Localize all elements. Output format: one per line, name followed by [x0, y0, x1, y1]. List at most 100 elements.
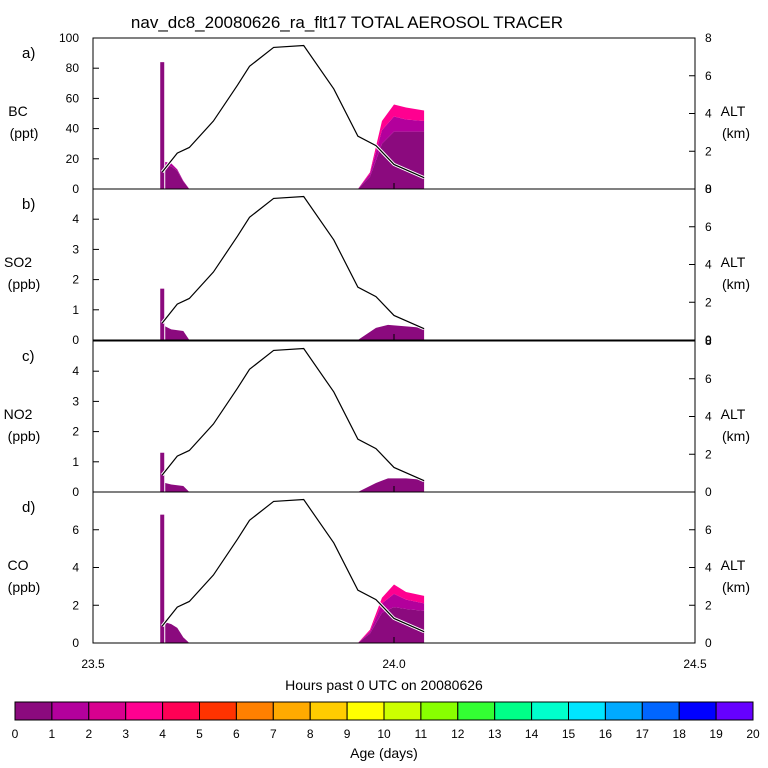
colorbar-tick-label: 4 — [159, 727, 166, 741]
chart-title: nav_dc8_20080626_ra_flt17 TOTAL AEROSOL … — [131, 13, 563, 32]
colorbar-tick-label: 17 — [636, 727, 650, 741]
altitude-line — [161, 347, 425, 482]
y-tick-label: 4 — [72, 364, 79, 378]
colorbar-tick-label: 2 — [85, 727, 92, 741]
colorbar-label: Age (days) — [350, 745, 418, 761]
y-axis-label: NO2 — [4, 406, 33, 422]
x-axis-ticks: 23.5 24.0 24.5 — [81, 657, 707, 671]
y2-tick-label: 4 — [705, 410, 712, 424]
y2-tick-label: 0 — [705, 333, 712, 347]
y2-tick-label: 2 — [705, 447, 712, 461]
y-tick-label: 1 — [72, 303, 79, 317]
y-axis-unit: (ppb) — [8, 276, 41, 292]
y2-tick-label: 4 — [705, 561, 712, 575]
altitude-line-halo — [160, 346, 425, 483]
y-axis-unit: (ppb) — [8, 428, 41, 444]
y2-tick-label: 6 — [705, 69, 712, 83]
colorbar-swatch — [125, 701, 164, 721]
colorbar-swatch — [715, 701, 754, 721]
colorbar-tick-label: 6 — [233, 727, 240, 741]
y-tick-label: 2 — [72, 425, 79, 439]
colorbar-swatch — [14, 701, 53, 721]
x-tick-label: 24.0 — [382, 657, 406, 671]
altitude-line-halo — [160, 194, 425, 331]
colorbar-swatch — [309, 701, 348, 721]
altitude-line — [161, 44, 425, 179]
spike-bar — [160, 452, 165, 492]
y-tick-label: 0 — [72, 636, 79, 650]
alt-axis-unit: (km) — [722, 276, 750, 292]
panel-3: 0 1 2 3 4 0 2 4 6 8 c) NO2 (ppb) ALT (km) — [4, 334, 750, 499]
area-series-1-2 — [357, 593, 425, 643]
y-axis-unit: (ppt) — [10, 125, 39, 141]
y-axis-label: BC — [8, 103, 27, 119]
x-tick-label: 23.5 — [81, 657, 105, 671]
y-tick-label: 20 — [66, 152, 80, 166]
colorbar-swatch — [51, 701, 90, 721]
colorbar-tick-label: 10 — [377, 727, 391, 741]
colorbar-swatch — [531, 701, 569, 721]
alt-axis-unit: (km) — [722, 579, 750, 595]
colorbar-tick-label: 19 — [709, 727, 723, 741]
spike-bar — [160, 514, 165, 643]
panel-letter: d) — [22, 499, 35, 516]
y-tick-label: 100 — [59, 31, 79, 45]
colorbar-tick-label: 18 — [673, 727, 687, 741]
colorbar-tick-label: 7 — [270, 727, 277, 741]
y2-tick-label: 4 — [705, 107, 712, 121]
alt-axis-unit: (km) — [722, 428, 750, 444]
colorbar-swatch — [568, 701, 606, 721]
y-tick-label: 0 — [72, 182, 79, 196]
y-tick-label: 4 — [72, 212, 79, 226]
y-axis-unit: (ppb) — [8, 579, 41, 595]
area-series-2-3 — [357, 104, 425, 189]
colorbar-tick-label: 20 — [746, 727, 760, 741]
area-series-0-1 — [165, 478, 425, 492]
colorbar-tick-label: 13 — [488, 727, 502, 741]
y-tick-label: 6 — [72, 523, 79, 537]
panel-letter: b) — [22, 196, 35, 213]
area-series-0-1 — [165, 324, 425, 340]
y2-tick-label: 2 — [705, 598, 712, 612]
area-series-0-1 — [165, 607, 425, 643]
alt-axis-label: ALT — [721, 103, 746, 119]
colorbar-swatch — [604, 701, 643, 721]
altitude-line — [161, 498, 425, 633]
colorbar: 0 1 2 3 4 5 6 7 8 9 10 11 12 13 14 15 16 17 18 19 20 — [12, 701, 760, 741]
colorbar-swatch — [162, 701, 201, 721]
panel-frame — [92, 188, 696, 341]
y2-tick-label: 8 — [705, 334, 712, 348]
colorbar-swatch — [457, 701, 496, 721]
colorbar-swatch — [346, 701, 385, 721]
altitude-line — [161, 195, 425, 330]
colorbar-tick-label: 8 — [307, 727, 314, 741]
y-tick-label: 60 — [66, 91, 80, 105]
colorbar-tick-label: 16 — [599, 727, 613, 741]
y-axis-label: SO2 — [4, 254, 32, 270]
y-tick-label: 3 — [72, 242, 79, 256]
colorbar-swatch — [383, 701, 422, 721]
spike-bar — [160, 288, 165, 340]
x-tick-label: 24.5 — [683, 657, 707, 671]
colorbar-swatch — [420, 701, 459, 721]
colorbar-tick-label: 9 — [344, 727, 351, 741]
colorbar-swatch — [678, 701, 717, 721]
y-axis-label: CO — [8, 557, 29, 573]
panel-1: 0 20 40 60 80 100 0 2 4 6 8 a) BC (ppt) ALT (km) — [8, 31, 750, 196]
colorbar-swatch — [88, 701, 127, 721]
y-tick-label: 2 — [72, 598, 79, 612]
y2-tick-label: 4 — [705, 258, 712, 272]
y2-tick-label: 6 — [705, 372, 712, 386]
area-series-1-2 — [165, 116, 425, 189]
y2-tick-label: 6 — [705, 220, 712, 234]
area-series-0-1 — [165, 131, 425, 189]
y2-tick-label: 0 — [705, 636, 712, 650]
alt-axis-unit: (km) — [722, 125, 750, 141]
colorbar-tick-label: 11 — [415, 727, 428, 741]
y2-tick-label: 8 — [705, 31, 712, 45]
y2-tick-label: 2 — [705, 144, 712, 158]
panel-frame — [92, 340, 696, 493]
area-series-2-3 — [357, 584, 425, 643]
panel-4: 0 2 4 6 0 2 4 6 d) CO (ppb) ALT (km) — [8, 491, 750, 650]
